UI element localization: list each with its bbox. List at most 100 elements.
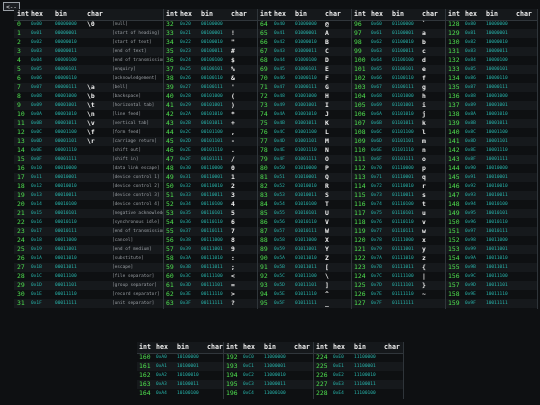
char-value: %: [231, 65, 235, 73]
hex-value: 0x12: [31, 184, 42, 189]
bin-value: 00101001: [201, 103, 223, 108]
char-value: h: [422, 92, 426, 100]
hex-value: 0x67: [371, 85, 382, 90]
header-char: char: [231, 10, 247, 18]
hex-value: 0x27: [180, 85, 191, 90]
table-row: 97 0x61 01100001 a: [352, 29, 446, 38]
int-value: 83: [260, 191, 268, 199]
table-row: 125 0x7D 01111101}: [352, 281, 446, 290]
char-value: 8: [231, 236, 235, 244]
back-button[interactable]: <--: [3, 2, 20, 11]
hex-value: 0x84: [465, 58, 476, 63]
hex-value: 0x58: [274, 238, 285, 243]
int-value: 132: [448, 56, 460, 64]
table-row: 26 0x1A 00011010 [substitute]: [14, 254, 164, 263]
hex-value: 0xC0: [243, 355, 254, 360]
int-value: 57: [166, 245, 174, 253]
hex-value: 0x91: [465, 175, 476, 180]
int-value: 149: [448, 209, 460, 217]
header-int: int: [316, 343, 328, 351]
bin-value: 01100001: [392, 31, 414, 36]
hex-value: 0x00: [31, 22, 42, 27]
char-description: [device control 2]: [112, 184, 160, 189]
int-value: 21: [17, 209, 25, 217]
table-row: 79 0x4F 01001111 O: [258, 155, 352, 164]
bin-value: 00001001: [55, 103, 77, 108]
int-value: 123: [354, 263, 366, 271]
header-bin: bin: [177, 343, 189, 351]
column-divider: [403, 342, 404, 399]
int-value: 143: [448, 155, 460, 163]
char-description: [synchronous idle]: [112, 220, 160, 225]
table-row: 94 0x5E 01011110 ^: [258, 290, 352, 299]
bin-value: 00011000: [55, 238, 77, 243]
hex-value: 0x2D: [180, 139, 191, 144]
hex-value: 0x39: [180, 247, 191, 252]
table-row: 153 0x99 10011001: [446, 245, 538, 254]
table-row: 227 0xE3 11100011: [314, 380, 404, 389]
table-row: 85 0x55 01010101 U: [258, 209, 352, 218]
header-hex: hex: [465, 10, 477, 18]
hex-value: 0x21: [180, 31, 191, 36]
char-description: [substitute]: [112, 256, 144, 261]
bin-value: 10010000: [486, 166, 508, 171]
table-row: 3 0x03 00000011 [end of text]: [14, 47, 164, 56]
char-value: /: [231, 155, 235, 163]
char-value: t: [422, 200, 426, 208]
table-row: 159 0x9F 10011111: [446, 299, 538, 308]
bin-value: 01110100: [392, 202, 414, 207]
int-value: 60: [166, 272, 174, 280]
char-value: @: [325, 20, 329, 28]
ascii-column-7: int hex bin char 224 0xE0 11100000 225 0xE1 11100…: [314, 342, 404, 399]
char-value: 1: [231, 173, 235, 181]
bin-value: 00000101: [55, 67, 77, 72]
int-value: 34: [166, 38, 174, 46]
hex-value: 0x0D: [31, 139, 42, 144]
bin-value: 00110110: [201, 220, 223, 225]
hex-value: 0x29: [180, 103, 191, 108]
int-value: 68: [260, 56, 268, 64]
bin-value: 11000100: [264, 391, 286, 396]
table-row: 101 0x65 01100101 e: [352, 65, 446, 74]
bin-value: 01001000: [295, 94, 317, 99]
bin-value: 00001010: [55, 112, 77, 117]
bin-value: 01001110: [295, 148, 317, 153]
bin-value: 00001111: [55, 157, 77, 162]
table-row: 63 0x3F 00111111?: [164, 299, 258, 308]
table-row: 71 0x47 01000111 G: [258, 83, 352, 92]
int-value: 125: [354, 281, 366, 289]
hex-value: 0x0F: [31, 157, 42, 162]
bin-value: 10000010: [486, 40, 508, 45]
table-row: 19 0x13 00010011 [device control 3]: [14, 191, 164, 200]
bin-value: 10010011: [486, 193, 508, 198]
ascii-column-0: int hex bin char 0 0x00 00000000 \0 [null] 1 0x01 0…: [14, 9, 164, 309]
int-value: 137: [448, 101, 460, 109]
char-value: W: [325, 227, 329, 235]
int-value: 141: [448, 137, 460, 145]
int-value: 139: [448, 119, 460, 127]
table-row: 137 0x89 10001001: [446, 101, 538, 110]
hex-value: 0x60: [371, 22, 382, 27]
hex-value: 0x89: [465, 103, 476, 108]
hex-value: 0x98: [465, 238, 476, 243]
char-value: &: [231, 74, 235, 82]
header-bin: bin: [354, 343, 366, 351]
char-value: b: [422, 38, 426, 46]
char-value: R: [325, 182, 329, 190]
table-row: 107 0x6B 01101011 k: [352, 119, 446, 128]
bin-value: 01001100: [295, 130, 317, 135]
header-char: char: [325, 10, 341, 18]
char-value: f: [422, 74, 426, 82]
hex-value: 0x59: [274, 247, 285, 252]
bin-value: 11100001: [354, 364, 376, 369]
char-value: p: [422, 164, 426, 172]
table-row: 50 0x32 00110010 2: [164, 182, 258, 191]
int-value: 140: [448, 128, 460, 136]
table-row: 82 0x52 01010010 R: [258, 182, 352, 191]
hex-value: 0x51: [274, 175, 285, 180]
column-divider: [163, 9, 164, 309]
table-row: 15 0x0F 00001111 [shift in]: [14, 155, 164, 164]
int-value: 27: [17, 263, 25, 271]
bin-value: 01010110: [295, 220, 317, 225]
hex-value: 0x69: [371, 103, 382, 108]
